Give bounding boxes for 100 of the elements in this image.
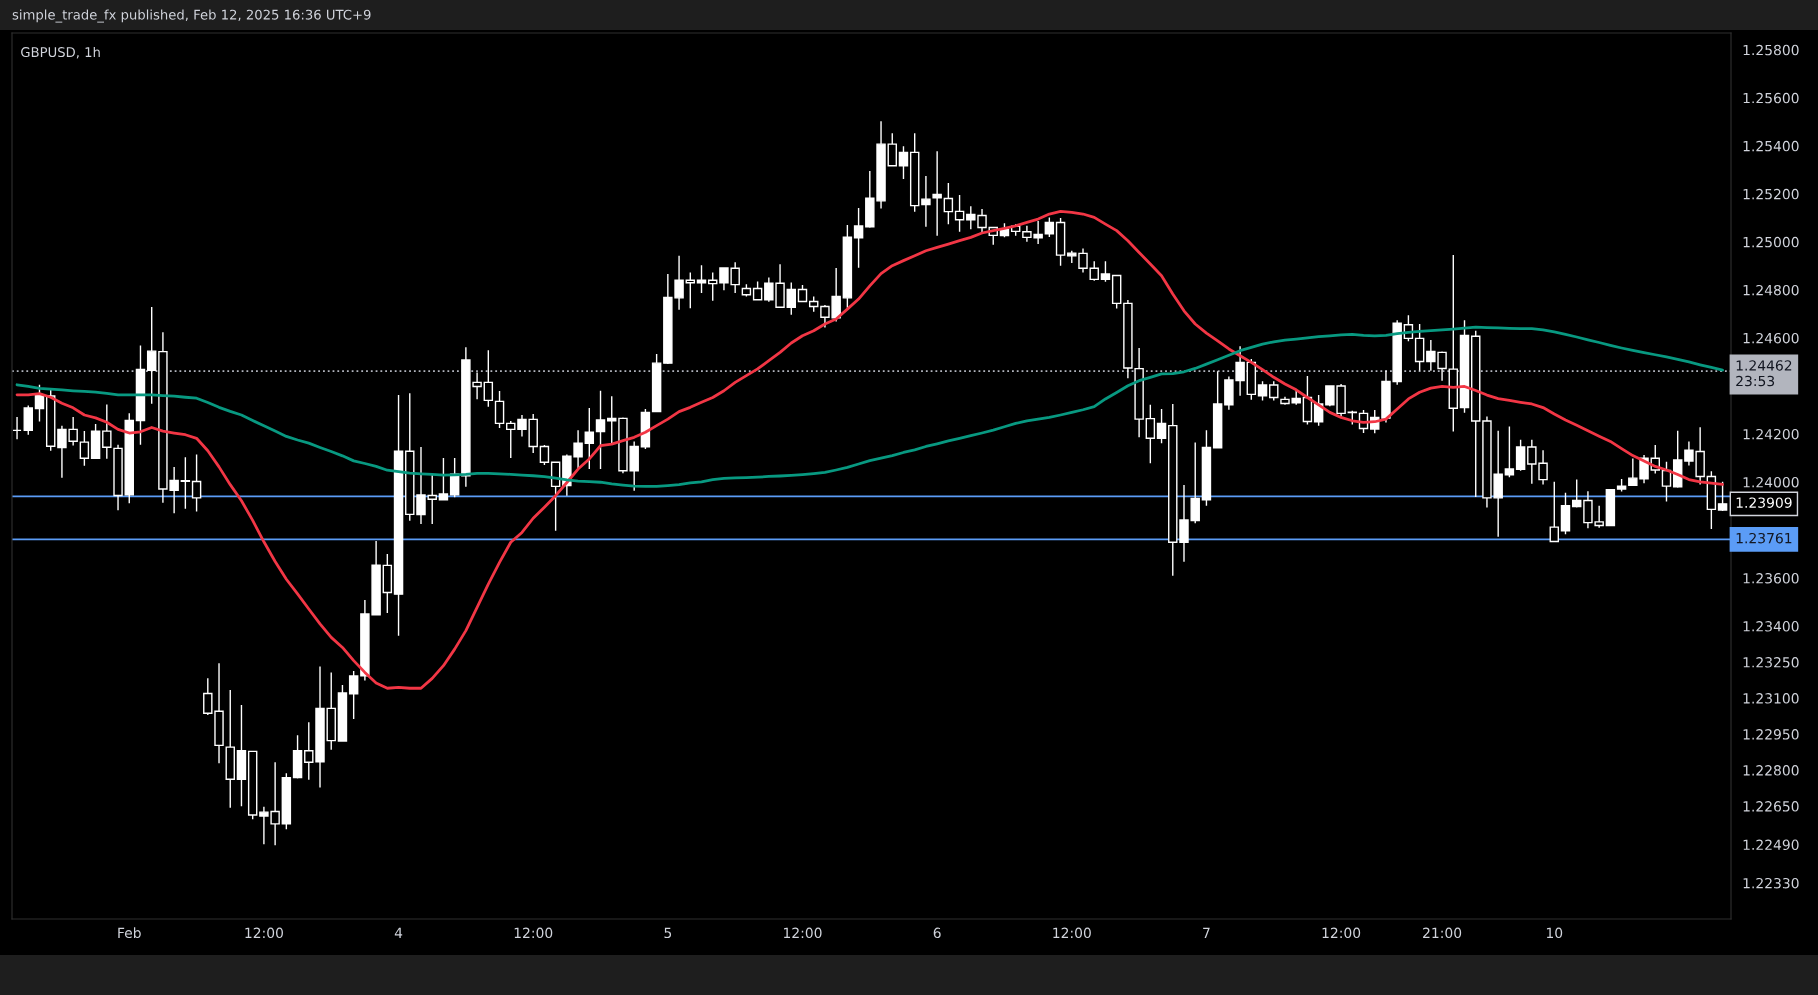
candlestick <box>146 306 157 405</box>
candlestick <box>1055 217 1066 267</box>
candlestick <box>707 271 718 302</box>
candlestick <box>1571 478 1582 509</box>
candlestick <box>1459 319 1470 414</box>
candlestick <box>135 344 146 446</box>
candlestick <box>1347 409 1358 426</box>
candlestick <box>1044 216 1055 238</box>
candlestick <box>393 394 404 637</box>
x-tick-label: 4 <box>394 927 403 938</box>
candlestick <box>506 420 516 459</box>
candlestick <box>1414 323 1425 372</box>
y-tick-label: 1.22330 <box>1743 877 1799 889</box>
candlestick <box>607 395 617 445</box>
x-tick-label: 12:00 <box>1322 927 1361 939</box>
y-tick-label: 1.25600 <box>1743 92 1799 104</box>
y-tick-label: 1.24000 <box>1743 476 1799 488</box>
candlestick <box>909 132 920 213</box>
candlestick <box>651 353 662 413</box>
x-tick-label: 21:00 <box>1423 927 1462 939</box>
candlestick <box>337 684 348 743</box>
candlestick <box>1560 492 1571 536</box>
candlestick <box>191 453 202 513</box>
candlestick <box>898 145 909 180</box>
candlestick <box>943 182 954 225</box>
x-tick-label: 7 <box>1203 927 1210 938</box>
y-tick-label: 1.23250 <box>1743 657 1799 668</box>
candlestick <box>438 457 449 501</box>
candlestick <box>887 132 897 168</box>
x-tick-label: 12:00 <box>245 927 283 939</box>
y-tick-label: 1.22650 <box>1743 801 1799 812</box>
candlestick <box>1504 425 1515 478</box>
candlestick <box>494 390 505 429</box>
y-tick-label: 1.23600 <box>1743 573 1799 584</box>
candlestick <box>1706 470 1717 530</box>
candlestick <box>584 407 595 470</box>
x-tick-label: 6 <box>933 927 941 939</box>
candlestick <box>113 444 123 512</box>
candlestick <box>1100 260 1111 283</box>
candlestick <box>45 387 56 452</box>
candlestick <box>1111 274 1122 310</box>
candlestick <box>348 670 359 720</box>
x-tick-label: 5 <box>664 927 672 939</box>
y-tick-label: 1.25200 <box>1743 188 1799 200</box>
candlestick <box>23 404 34 436</box>
y-tick-label: 1.23100 <box>1743 693 1799 704</box>
candlestick <box>1145 403 1156 464</box>
candlestick <box>180 456 191 510</box>
candlestick <box>696 264 707 294</box>
candlestick <box>752 280 763 301</box>
ref-line-label: 1.24462 23:53 <box>1736 360 1792 387</box>
candlestick <box>932 150 942 237</box>
candlestick <box>124 412 134 505</box>
candlestick <box>685 271 696 309</box>
candlestick <box>281 772 292 830</box>
y-tick-label: 1.24200 <box>1743 428 1799 440</box>
y-tick-label: 1.25400 <box>1743 140 1799 152</box>
candlestick <box>236 704 247 807</box>
candlestick <box>79 430 90 467</box>
candlestick <box>90 423 101 460</box>
candlestick <box>842 224 853 309</box>
line-series <box>15 325 1724 488</box>
candlestick <box>1201 429 1212 507</box>
candlestick <box>1448 254 1459 433</box>
text: simple_trade_fx published, Feb 12, 2025 16:36 UTC+9 <box>12 9 371 23</box>
y-tick-label: 1.25800 <box>1743 44 1799 56</box>
x-tick-label: 12:00 <box>1053 927 1091 939</box>
candlestick <box>292 734 303 780</box>
candlestick <box>102 403 112 460</box>
candlestick <box>12 416 22 440</box>
candlestick <box>1605 488 1616 527</box>
y-tick-label: 1.22800 <box>1743 765 1799 776</box>
candlestick <box>382 553 393 614</box>
y-tick-label: 1.22950 <box>1743 729 1799 740</box>
text: 1.23909 <box>1736 497 1792 508</box>
candlestick <box>1717 481 1728 512</box>
y-tick-label: 1.25000 <box>1743 236 1799 248</box>
x-tick-label: 12:00 <box>784 927 822 939</box>
candlestick <box>741 283 752 298</box>
candlestick <box>1515 439 1526 472</box>
candlestick <box>1302 375 1313 426</box>
ref-line-label: 1.23761 <box>1736 532 1792 544</box>
candlestick <box>595 390 606 470</box>
candlestick <box>1470 330 1481 498</box>
candlestick <box>539 444 550 466</box>
candlestick <box>786 281 797 316</box>
y-tick-label: 1.22490 <box>1743 839 1799 851</box>
candlestick <box>1661 461 1672 503</box>
candlestick <box>853 207 864 269</box>
y-tick-label: 1.23400 <box>1743 621 1799 632</box>
candlestick <box>247 750 258 821</box>
x-tick-label: 12:00 <box>514 927 553 939</box>
candlestick <box>1156 408 1167 445</box>
candlestick <box>1257 380 1268 402</box>
candlestick <box>921 175 931 228</box>
y-tick-label: 1.24800 <box>1743 284 1799 296</box>
line-series <box>15 210 1724 690</box>
candlestick <box>797 284 808 303</box>
candlestick <box>483 349 494 408</box>
candlestick <box>1616 478 1627 493</box>
